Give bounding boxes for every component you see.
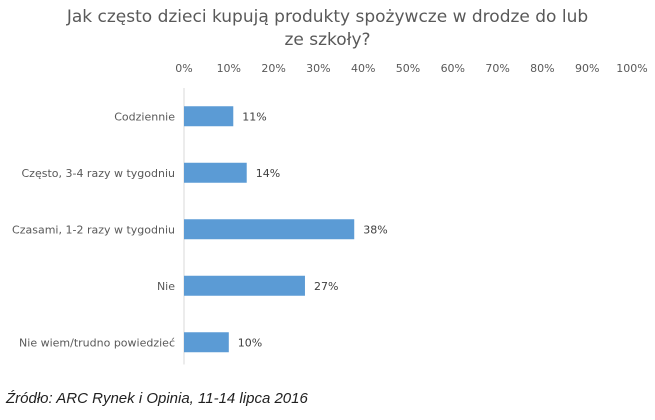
x-tick-label: 60% [441, 62, 465, 75]
x-tick-label: 10% [217, 62, 241, 75]
bar [184, 332, 229, 353]
category-label: Czasami, 1-2 razy w tygodniu [12, 223, 175, 236]
bar [184, 219, 355, 240]
chart-title: Jak często dzieci kupują produkty spożyw… [0, 6, 655, 52]
x-tick-label: 80% [530, 62, 554, 75]
source-note: Źródło: ARC Rynek i Opinia, 11-14 lipca … [6, 390, 308, 407]
data-label: 38% [363, 223, 387, 236]
data-label: 27% [314, 280, 338, 293]
category-label: Nie [157, 280, 175, 293]
bar [184, 162, 247, 183]
chart-title-line-2: ze szkoły? [284, 30, 371, 50]
category-label: Codziennie [114, 110, 175, 123]
x-tick-label: 0% [175, 62, 192, 75]
x-tick-label: 40% [351, 62, 375, 75]
bar-chart: 0% 10% 20% 30% 40% 50% 60% 70% 80% 90% 100% Codzien… [12, 62, 648, 365]
x-tick-label: 100% [616, 62, 647, 75]
bar [184, 275, 305, 296]
bar [184, 106, 234, 127]
category-label: Często, 3-4 razy w tygodniu [21, 167, 175, 180]
x-tick-label: 50% [396, 62, 420, 75]
category-label: Nie wiem/trudno powiedzieć [19, 336, 175, 349]
data-label: 14% [256, 167, 280, 180]
chart-title-line-1: Jak często dzieci kupują produkty spożyw… [66, 7, 589, 27]
x-tick-label: 30% [306, 62, 330, 75]
x-tick-label: 20% [261, 62, 285, 75]
data-label: 11% [242, 110, 266, 123]
x-tick-label: 70% [485, 62, 509, 75]
data-label: 10% [238, 336, 262, 349]
x-tick-label: 90% [575, 62, 599, 75]
